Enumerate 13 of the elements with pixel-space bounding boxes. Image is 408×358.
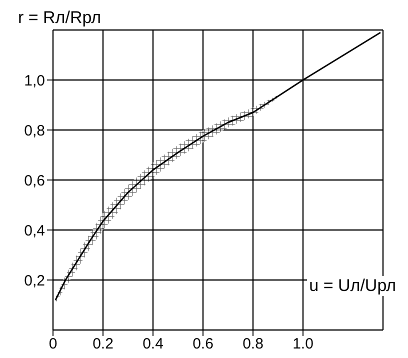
y-tick-label: 0,8: [24, 122, 45, 140]
x-tick-label: 0.8: [242, 336, 264, 353]
y-tick-label: 0,4: [24, 222, 45, 240]
x-tick-label: 0: [48, 336, 58, 353]
y-axis-title: r = Rл/Rрл: [18, 8, 102, 28]
y-tick-label: 1,0: [24, 72, 45, 90]
y-tick-label: 0,2: [24, 272, 45, 290]
y-tick-label: 0,6: [24, 172, 45, 190]
x-tick-label: 0.4: [142, 336, 164, 353]
x-tick-label: 1.0: [292, 336, 314, 353]
x-axis-title: u = Uл/Uрл: [307, 276, 398, 296]
x-tick-label: 0.2: [92, 336, 114, 353]
x-tick-label: 0.6: [192, 336, 214, 353]
